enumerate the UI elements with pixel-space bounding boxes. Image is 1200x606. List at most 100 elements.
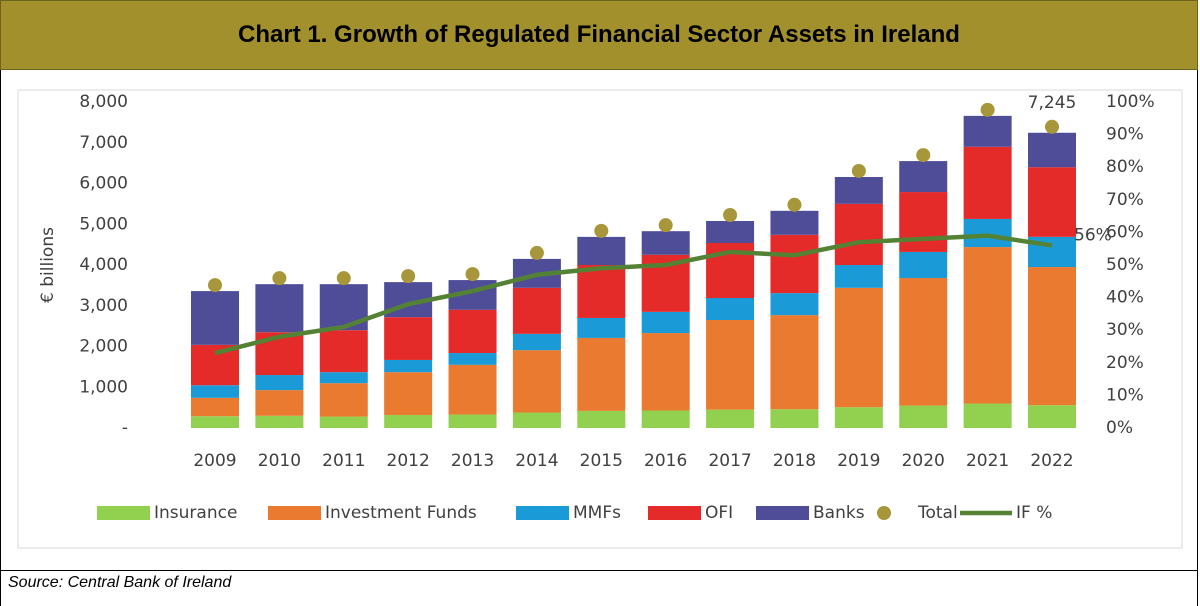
x-tick-label: 2012 [387, 451, 430, 471]
x-tick-label: 2021 [966, 451, 1009, 471]
y2-tick-label: 60% [1106, 222, 1144, 242]
y2-tick-label: 0% [1106, 418, 1133, 438]
bar-segment [191, 291, 239, 345]
dot [723, 207, 738, 222]
x-tick-label: 2010 [258, 451, 301, 471]
bar-segment [834, 287, 883, 408]
bar-segment [706, 220, 755, 243]
dot [916, 148, 931, 163]
bar-segment [899, 161, 948, 193]
bar-segment [512, 412, 561, 428]
dot [1045, 119, 1059, 134]
bar-segment [384, 414, 433, 428]
y2-tick-label: 10% [1106, 385, 1144, 405]
x-tick-label: 2022 [1030, 451, 1073, 471]
y-tick-label: 5,000 [79, 214, 128, 234]
dot [272, 271, 287, 286]
y-tick-label: 2,000 [79, 337, 128, 357]
divider [0, 570, 1198, 571]
y2-tick-label: 50% [1106, 255, 1144, 275]
x-tick-label: 2011 [322, 451, 365, 471]
bar-segment [384, 359, 433, 373]
y2-tick-label: 30% [1106, 320, 1144, 340]
bar-segment [834, 203, 883, 265]
bar-segment [641, 333, 690, 411]
dot [336, 271, 351, 286]
y-tick-label: 6,000 [79, 174, 128, 194]
y2-tick-label: 20% [1106, 353, 1144, 373]
bar-segment [1028, 167, 1076, 237]
dot [851, 163, 866, 178]
y-tick-label: 8,000 [79, 92, 128, 112]
line [214, 233, 1053, 356]
legend-swatch [756, 506, 809, 520]
x-tick-label: 2016 [644, 451, 687, 471]
y2-tick-label: 70% [1106, 190, 1144, 210]
legend-label: MMFs [573, 503, 621, 523]
y-tick-label: 3,000 [79, 296, 128, 316]
bar-segment [255, 284, 304, 333]
bar-segment [577, 317, 626, 338]
bar-segment [641, 410, 690, 428]
bar-segment [899, 278, 948, 406]
bar-segment [255, 415, 304, 428]
bar-segment [577, 410, 626, 428]
legend-label: IF % [1016, 503, 1052, 523]
dot [208, 278, 222, 293]
bar-segment [963, 247, 1012, 404]
bar-segment [1028, 405, 1076, 428]
bar-segment [770, 315, 819, 410]
bar-segment [448, 414, 497, 428]
x-tick-label: 2015 [580, 451, 623, 471]
bar-segment [577, 265, 626, 318]
y2-tick-label: 90% [1106, 125, 1144, 145]
bar-segment [512, 350, 561, 413]
data-label: 56% [1074, 225, 1112, 245]
x-tick-label: 2020 [902, 451, 945, 471]
bar-segment [899, 405, 948, 428]
y2-tick-label: 80% [1106, 157, 1144, 177]
bar-segment [706, 320, 755, 410]
dot [594, 223, 609, 238]
dot [787, 197, 802, 212]
bar-segment [319, 372, 368, 384]
dot [980, 102, 995, 117]
x-tick-label: 2013 [451, 451, 494, 471]
bar-segment [512, 333, 561, 351]
bar-segment [384, 317, 433, 360]
plot-frame [17, 89, 1183, 549]
x-tick-label: 2018 [773, 451, 816, 471]
bar-segment [191, 397, 239, 417]
bar-segment [255, 390, 304, 416]
x-tick-label: 2014 [515, 451, 558, 471]
bar-segment [577, 337, 626, 411]
bar-segment [191, 416, 239, 428]
bar-segment [384, 372, 433, 415]
bar-segment [448, 309, 497, 354]
bar-segment [770, 210, 819, 235]
legend-label: Investment Funds [325, 503, 477, 523]
legend-label: Banks [813, 503, 865, 523]
legend-swatch [268, 506, 321, 520]
bar-segment [319, 330, 368, 373]
dot [658, 218, 673, 233]
bar-segment [899, 192, 948, 252]
legend-label: Total [917, 503, 958, 523]
x-tick-label: 2009 [193, 451, 236, 471]
bar-segment [448, 364, 497, 415]
bar-segment [834, 176, 883, 204]
frame [0, 70, 1198, 606]
legend-swatch [516, 506, 569, 520]
legend-swatch [97, 506, 150, 520]
y-tick-label: - [122, 418, 128, 438]
bar-segment [706, 298, 755, 321]
y2-tick-label: 100% [1106, 92, 1155, 112]
bar-segment [641, 311, 690, 334]
bar-segment [641, 231, 690, 255]
bar-segment [963, 115, 1012, 147]
y-axis-label: € billions [38, 227, 58, 303]
x-tick-label: 2019 [837, 451, 880, 471]
dot [401, 269, 416, 284]
y-tick-label: 1,000 [79, 377, 128, 397]
bar-segment [834, 407, 883, 428]
